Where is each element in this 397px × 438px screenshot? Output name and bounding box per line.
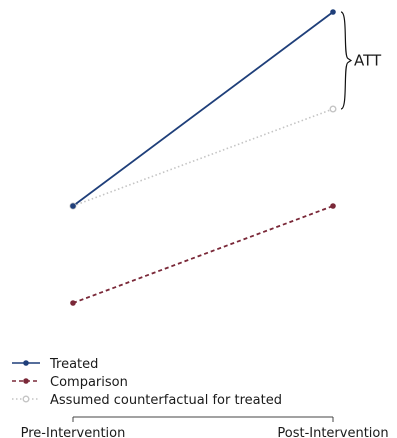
series-line-comparison [72, 205, 334, 304]
legend-swatch-marker-treated [23, 360, 29, 366]
point-treated-post-intervention [330, 9, 336, 15]
att-annotation: ATT [340, 11, 382, 110]
legend-swatch-marker-comparison [23, 378, 29, 384]
series-markers [69, 9, 337, 306]
att-label: ATT [354, 52, 382, 70]
point-comparison-pre-intervention [70, 300, 76, 306]
series-line-assumed-counterfactual-for-treated [72, 108, 334, 207]
x-tick-label-pre: Pre-Intervention [21, 426, 126, 438]
legend-label-treated: Treated [49, 357, 98, 372]
legend-label-assumed-counterfactual-for-treated: Assumed counterfactual for treated [50, 393, 282, 408]
series-line-treated [72, 11, 334, 207]
point-comparison-post-intervention [330, 203, 336, 209]
legend-label-comparison: Comparison [50, 375, 128, 390]
legend-swatch-marker-assumed-counterfactual-for-treated [22, 395, 30, 403]
legend: Treated Comparison Assumed counterfactual … [12, 357, 282, 408]
x-tick-label-post: Post-Intervention [277, 426, 388, 438]
att-brace [340, 11, 353, 110]
point-assumed-counterfactual-for-treated-post-intervention [329, 105, 337, 113]
point-treated-pre-intervention [70, 203, 76, 209]
series-lines [72, 11, 334, 304]
x-axis: Pre-Intervention Post-Intervention [21, 416, 389, 438]
